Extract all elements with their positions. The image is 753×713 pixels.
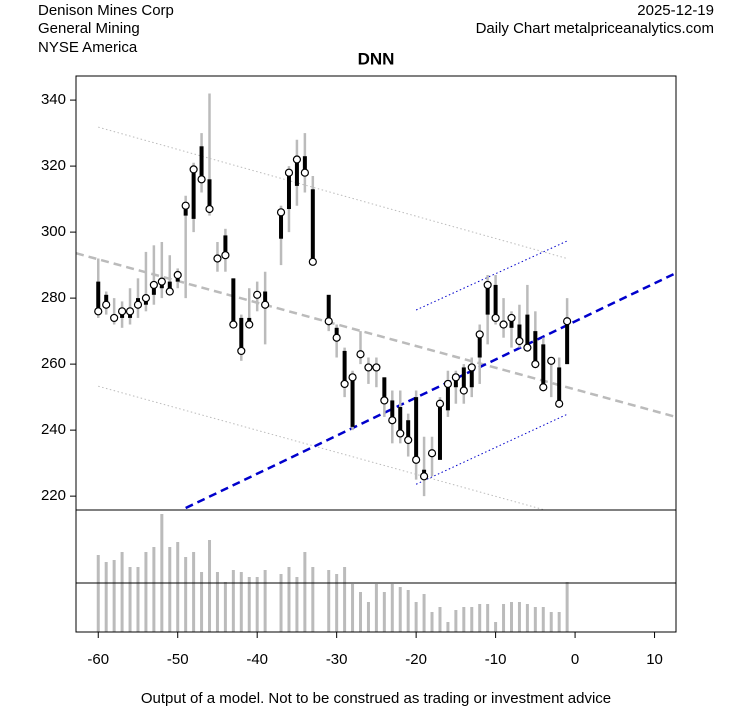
chart-title: DNN	[358, 49, 395, 68]
close-marker	[459, 386, 468, 395]
close-marker	[213, 254, 222, 263]
close-marker	[221, 251, 230, 260]
close-marker	[412, 455, 421, 464]
x-tick-label: -60	[87, 651, 109, 668]
close-marker	[475, 330, 484, 339]
y-tick-label: 260	[41, 355, 66, 372]
header-right: 2025-12-19	[637, 2, 714, 19]
close-marker	[523, 343, 532, 352]
close-marker	[110, 313, 119, 323]
close-marker	[165, 287, 174, 296]
x-tick-label: -50	[167, 651, 189, 668]
close-marker	[173, 270, 182, 280]
close-marker	[94, 307, 103, 316]
x-tick-label: -10	[485, 651, 507, 668]
close-marker	[427, 449, 437, 458]
close-marker	[133, 300, 143, 309]
trend-line	[98, 385, 546, 510]
close-marker	[348, 373, 357, 382]
close-marker	[292, 155, 302, 164]
close-marker	[380, 396, 389, 405]
close-marker	[372, 363, 381, 372]
close-marker	[419, 472, 429, 481]
close-marker	[117, 307, 127, 316]
close-marker	[284, 168, 294, 177]
trend-line	[98, 126, 568, 259]
close-marker	[276, 208, 286, 217]
header-right: Daily Chart metalpriceanalytics.com	[476, 20, 714, 37]
close-marker	[229, 320, 238, 329]
close-marker	[332, 333, 341, 342]
x-tick-label: -20	[405, 651, 427, 668]
close-marker	[547, 356, 556, 365]
x-tick-label: 0	[571, 651, 579, 668]
close-marker	[253, 290, 262, 299]
close-marker	[300, 168, 309, 177]
close-marker	[404, 435, 413, 445]
close-marker	[356, 350, 365, 359]
close-marker	[102, 300, 111, 309]
y-tick-label: 320	[41, 157, 66, 174]
close-marker	[539, 383, 548, 392]
close-marker	[245, 320, 254, 329]
close-marker	[396, 429, 405, 438]
close-marker	[467, 363, 476, 372]
close-marker	[141, 294, 151, 303]
footer: Output of a model. Not to be construed a…	[141, 690, 611, 707]
y-tick-label: 340	[41, 91, 66, 108]
close-marker	[491, 313, 500, 323]
close-marker	[364, 363, 373, 372]
y-tick-label: 300	[41, 223, 66, 240]
close-marker	[237, 346, 246, 356]
header-left: NYSE America	[38, 39, 138, 56]
close-marker	[205, 204, 214, 214]
close-marker	[451, 373, 460, 382]
close-marker	[197, 175, 206, 184]
close-marker	[340, 379, 349, 389]
close-marker	[531, 360, 540, 369]
y-tick-label: 220	[41, 487, 66, 504]
close-marker	[443, 379, 453, 389]
close-marker	[324, 317, 333, 326]
x-tick-label: -30	[326, 651, 348, 668]
close-marker	[189, 165, 198, 174]
volume-frame	[75, 509, 677, 633]
close-marker	[261, 300, 270, 309]
y-tick-label: 240	[41, 421, 66, 438]
close-marker	[555, 399, 564, 408]
close-marker	[388, 416, 397, 425]
close-marker	[483, 280, 492, 290]
close-marker	[515, 336, 524, 346]
x-tick-label: -40	[246, 651, 268, 668]
close-marker	[507, 313, 516, 323]
header-left: Denison Mines Corp	[38, 2, 174, 19]
close-marker	[157, 277, 166, 286]
close-marker	[563, 317, 572, 326]
close-marker	[435, 399, 445, 408]
close-marker	[149, 280, 158, 290]
close-marker	[181, 201, 190, 210]
header-left: General Mining	[38, 20, 140, 37]
y-tick-label: 280	[41, 289, 66, 306]
x-tick-label: 10	[646, 651, 663, 668]
close-marker	[125, 307, 135, 316]
close-marker	[499, 320, 508, 329]
close-marker	[308, 257, 317, 266]
